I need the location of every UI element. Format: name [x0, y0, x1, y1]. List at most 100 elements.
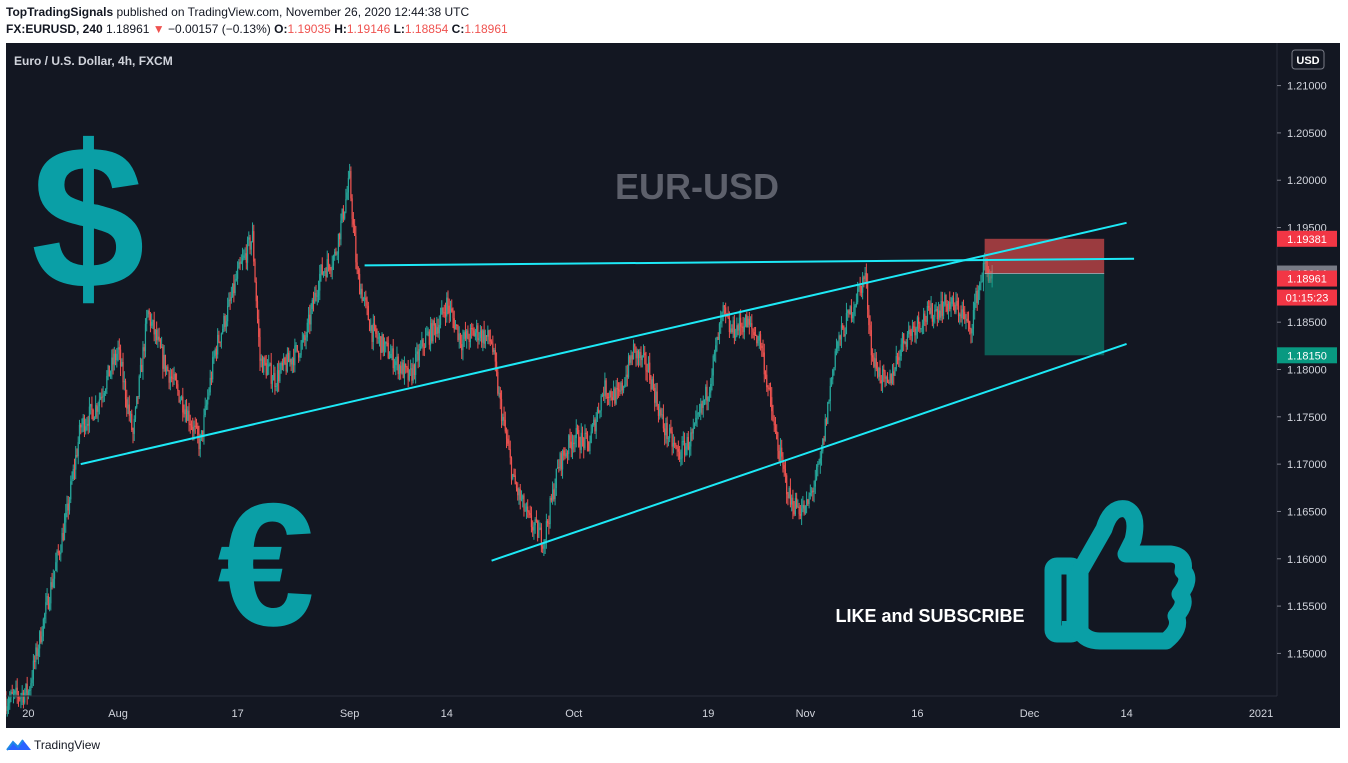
candle-body: [735, 336, 737, 338]
candle-body: [183, 412, 185, 415]
candle-body: [51, 582, 53, 588]
candle-body: [605, 380, 607, 397]
candle-body: [809, 492, 811, 496]
candle-body: [706, 386, 708, 402]
candle-body: [350, 171, 352, 199]
time-tick-label: 14: [441, 708, 453, 720]
candle-body: [583, 438, 585, 449]
candle-body: [288, 352, 290, 363]
candle-body: [376, 333, 378, 339]
candle-body: [786, 475, 788, 495]
candle-body: [804, 505, 806, 514]
candle-body: [581, 432, 584, 439]
candle-body: [346, 192, 348, 199]
candle-body: [373, 323, 376, 326]
candle-body: [860, 285, 862, 293]
candle-body: [381, 334, 383, 353]
candle-body: [796, 498, 798, 508]
candle-body: [21, 692, 23, 696]
candle-body: [862, 277, 864, 293]
candle-body: [87, 423, 89, 426]
candle-body: [837, 341, 839, 349]
candle-body: [964, 311, 966, 320]
price-tag: [1277, 270, 1337, 287]
candle-body: [810, 490, 813, 493]
candle-body: [588, 441, 590, 452]
candle-body: [214, 349, 216, 357]
candle-body: [834, 351, 836, 368]
candle-body: [736, 325, 738, 337]
price-tag-label: 1.18150: [1287, 350, 1327, 362]
decorations: $ €: [31, 103, 1196, 663]
candle-body: [758, 334, 760, 341]
candle-body: [204, 406, 206, 416]
candle-body: [656, 391, 658, 407]
currency-badge[interactable]: USD: [1291, 49, 1325, 70]
candle-body: [428, 331, 430, 345]
candle-body: [433, 320, 435, 326]
candle-body: [458, 333, 460, 340]
candle-body: [418, 349, 420, 361]
candle-body: [75, 455, 77, 470]
candle-body: [637, 351, 640, 359]
candle-body: [875, 358, 877, 369]
candle-body: [585, 432, 587, 434]
candle-body: [36, 647, 38, 656]
candle-body: [578, 429, 580, 447]
candle-body: [924, 313, 926, 321]
candle-body: [446, 297, 448, 317]
candle-body: [304, 335, 306, 341]
candle-body: [25, 683, 27, 693]
candle-body: [271, 380, 274, 384]
candle-body: [635, 346, 637, 359]
low-label: L:: [393, 22, 405, 36]
candle-body: [441, 307, 443, 315]
candle-body: [264, 357, 266, 363]
candle-body: [76, 455, 78, 457]
candle-body: [388, 358, 391, 360]
candle-body: [134, 407, 137, 419]
candle-body: [584, 432, 586, 449]
candle-body: [347, 177, 350, 193]
candle-body: [504, 419, 506, 432]
candle-body: [919, 323, 921, 329]
candle-body: [956, 300, 958, 306]
candle-body: [131, 413, 133, 431]
candle-body: [691, 432, 693, 434]
candle-body: [560, 453, 562, 470]
candle-body: [738, 317, 740, 331]
candle-body: [268, 364, 270, 367]
candle-body: [137, 396, 139, 398]
candle-body: [167, 366, 169, 371]
chart-panel[interactable]: $ € 1.210001.205001.200001.195001.190001…: [6, 43, 1340, 728]
candle-body: [916, 317, 919, 329]
candle-body: [778, 450, 780, 461]
candle-body: [805, 499, 808, 506]
price-tag-label: 1.19381: [1287, 234, 1327, 246]
candle-body: [263, 357, 265, 373]
candle-body: [798, 506, 800, 515]
candle-body: [232, 283, 234, 297]
candle-body: [238, 262, 240, 269]
candle-body: [921, 325, 923, 329]
candle-body: [212, 357, 214, 380]
publisher-name[interactable]: TopTradingSignals: [6, 5, 114, 19]
time-tick-label: Sep: [340, 708, 360, 720]
candle-body: [411, 368, 413, 381]
candle-body: [359, 274, 361, 295]
candle-body: [636, 351, 638, 359]
candle-body: [707, 396, 709, 402]
candle-body: [260, 358, 262, 361]
candle-body: [627, 356, 630, 378]
candle-body: [47, 596, 49, 609]
candle-body: [345, 198, 347, 212]
candle-body: [893, 371, 895, 376]
candle-body: [493, 349, 495, 352]
candle-body: [236, 268, 239, 279]
candle-body: [189, 423, 191, 426]
candle-body: [613, 388, 615, 401]
take-profit-zone: [984, 273, 1105, 356]
tradingview-footer[interactable]: TradingView: [6, 736, 100, 754]
candle-body: [474, 332, 477, 337]
candle-body: [611, 397, 613, 401]
